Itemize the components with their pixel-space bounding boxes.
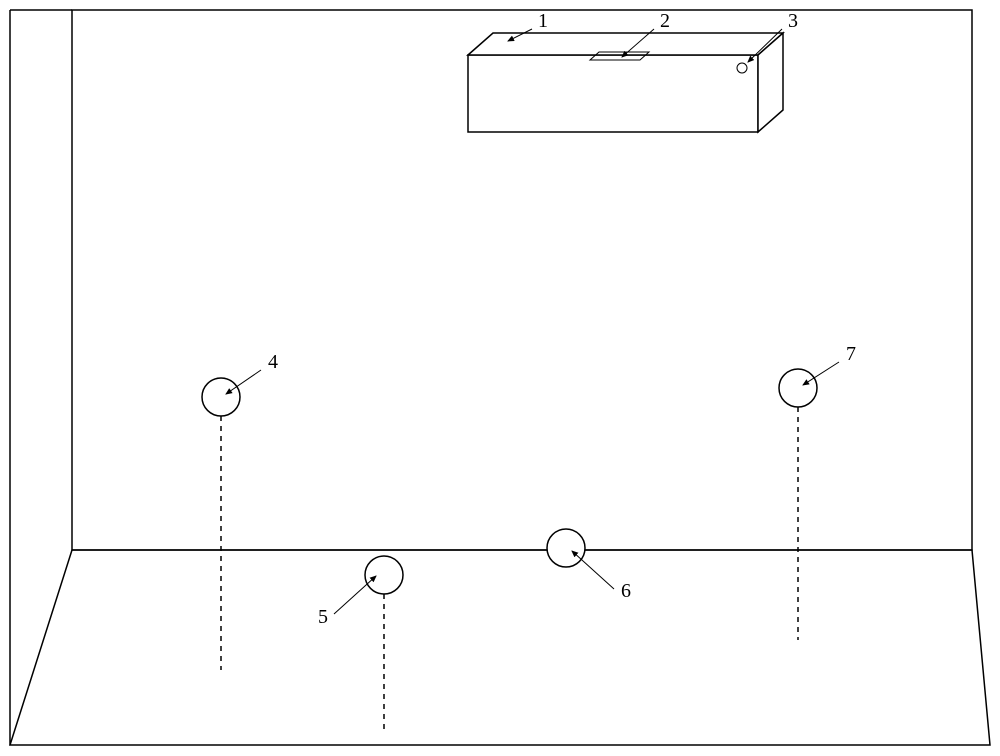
floor (10, 550, 990, 745)
ac-unit (468, 33, 783, 132)
callout-label-5: 5 (318, 606, 328, 628)
callout-label-7: 7 (846, 343, 856, 365)
sensors-group (202, 369, 817, 733)
sensor-s7 (779, 369, 817, 407)
ac-front-face (468, 55, 758, 132)
callout-label-4: 4 (268, 351, 278, 373)
callout-label-6: 6 (621, 580, 631, 602)
callout-label-1: 1 (538, 10, 548, 32)
callout-label-2: 2 (660, 10, 670, 32)
leader-line-5 (334, 576, 376, 614)
leader-line-6 (572, 551, 614, 589)
sensor-s6 (547, 529, 585, 567)
sensor-s4 (202, 378, 240, 416)
diagram-canvas: 1 2 3 4 5 6 7 (0, 0, 1000, 756)
callout-label-3: 3 (788, 10, 798, 32)
sensor-s5 (365, 556, 403, 594)
